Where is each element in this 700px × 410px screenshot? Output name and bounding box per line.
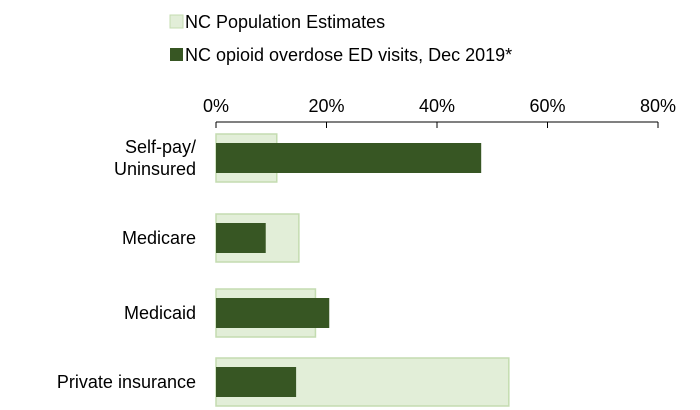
bar-ed-visits-1 <box>216 223 266 253</box>
category-label-3: Private insurance <box>57 372 196 392</box>
x-tick-label-1: 20% <box>308 96 344 116</box>
bars <box>215 133 510 407</box>
bar-ed-visits-2 <box>216 298 330 328</box>
x-tick-label-2: 40% <box>419 96 455 116</box>
legend: NC Population Estimates NC opioid overdos… <box>169 12 512 65</box>
category-label-2: Medicaid <box>124 303 196 323</box>
x-tick-label-4: 80% <box>640 96 676 116</box>
legend-label-1: NC opioid overdose ED visits, Dec 2019* <box>185 45 512 65</box>
x-tick-label-3: 60% <box>529 96 565 116</box>
category-label-1: Medicare <box>122 228 196 248</box>
category-labels: Self-pay/Uninsured Medicare Medicaid Privat… <box>57 137 196 392</box>
x-axis: 0% 20% 40% 60% 80% <box>203 96 676 128</box>
category-label-0: Self-pay/Uninsured <box>114 137 196 179</box>
legend-swatch-0 <box>169 14 184 29</box>
x-tick-label-0: 0% <box>203 96 229 116</box>
legend-label-0: NC Population Estimates <box>185 12 385 32</box>
bar-ed-visits-3 <box>216 367 297 397</box>
legend-swatch-1 <box>170 48 183 61</box>
bar-ed-visits-0 <box>216 143 482 173</box>
